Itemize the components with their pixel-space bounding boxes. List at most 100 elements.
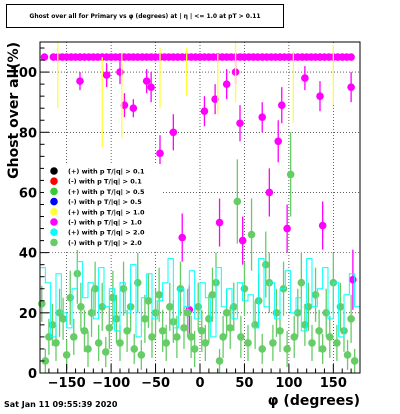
data-point — [215, 357, 224, 365]
data-point — [48, 321, 57, 329]
data-point — [315, 327, 323, 335]
data-point — [272, 309, 281, 317]
data-point — [116, 68, 124, 76]
data-point — [343, 351, 352, 359]
data-point — [142, 77, 151, 85]
data-point — [156, 149, 164, 158]
data-point — [269, 339, 277, 347]
legend-marker — [50, 197, 58, 206]
data-point — [155, 290, 163, 299]
x-tick-label: −50 — [141, 376, 170, 391]
data-point — [318, 221, 327, 230]
x-axis-title: φ (degrees) — [268, 393, 360, 409]
data-point — [69, 333, 78, 341]
data-point — [336, 303, 345, 311]
data-point — [80, 327, 89, 335]
data-point — [215, 218, 224, 227]
y-axis-title: Ghost over all(%) — [6, 42, 22, 179]
data-point — [116, 339, 124, 347]
data-point — [158, 327, 167, 335]
y-tick-label: 0 — [28, 367, 37, 382]
data-point — [173, 333, 181, 341]
y-tick-label: 60 — [19, 186, 37, 201]
legend-label: (-) with p T/|q| > 1.0 — [68, 219, 142, 228]
data-point — [77, 303, 85, 311]
data-point — [301, 74, 309, 82]
data-point — [123, 327, 131, 335]
data-point — [325, 333, 334, 341]
data-point — [94, 339, 103, 347]
data-point — [120, 101, 129, 109]
data-point — [201, 339, 210, 347]
x-tick-label: 150 — [320, 376, 347, 391]
data-point — [205, 315, 213, 323]
data-point — [87, 309, 96, 317]
data-point — [333, 339, 341, 347]
legend-marker — [50, 228, 58, 236]
data-point — [162, 339, 171, 347]
data-point — [84, 345, 92, 353]
data-point — [222, 80, 231, 88]
data-point — [304, 303, 313, 311]
legend-label: (-) with p T/|q| > 2.0 — [68, 239, 142, 248]
data-point — [178, 233, 187, 242]
data-point — [277, 101, 286, 109]
data-point — [226, 324, 235, 332]
legend-box — [44, 164, 162, 250]
legend-label: (+) with p T/|q| > 1.0 — [68, 208, 145, 217]
data-point — [237, 333, 245, 341]
legend-marker — [50, 167, 58, 175]
data-point — [101, 348, 110, 356]
series-histogram-line — [39, 258, 360, 373]
legend-label: (-) with p T/|q| > 0.1 — [68, 178, 142, 187]
data-point — [258, 113, 267, 122]
data-point — [151, 309, 160, 317]
data-point — [165, 303, 174, 311]
data-point — [301, 321, 309, 329]
legend-marker — [50, 208, 58, 216]
legend-marker — [50, 177, 58, 185]
x-tick-label: −150 — [48, 376, 86, 391]
data-point — [316, 92, 324, 100]
legend-marker — [50, 187, 58, 196]
data-point — [41, 357, 50, 365]
data-point — [347, 315, 355, 323]
y-tick-label: 20 — [19, 307, 37, 322]
legend-label: (-) with p T/|q| > 0.5 — [68, 198, 142, 207]
data-point — [144, 296, 153, 305]
x-tick-label: −100 — [92, 376, 130, 391]
data-point — [200, 107, 209, 116]
data-point — [187, 333, 195, 341]
data-point — [238, 236, 247, 245]
data-point — [350, 357, 359, 365]
date-stamp: Sat Jan 11 09:55:39 2020 — [4, 400, 118, 409]
chart-title: Ghost over all for Primary vs φ (degrees… — [29, 12, 261, 20]
data-point — [190, 345, 199, 353]
data-point — [109, 293, 117, 302]
data-point — [286, 170, 295, 179]
data-point — [349, 275, 357, 284]
data-point — [208, 290, 217, 299]
x-tick-label: 50 — [235, 376, 253, 391]
data-point — [59, 315, 67, 323]
data-point — [265, 188, 274, 197]
data-point — [119, 284, 128, 293]
data-point — [91, 284, 99, 293]
y-tick-label: 40 — [19, 247, 37, 262]
data-point — [62, 351, 71, 359]
data-point — [322, 309, 331, 317]
data-point — [283, 345, 291, 353]
data-point — [76, 77, 84, 85]
data-point — [274, 137, 283, 146]
data-point — [347, 83, 355, 91]
data-point — [183, 309, 192, 317]
data-point — [283, 224, 291, 233]
data-point — [229, 303, 238, 311]
data-point — [219, 333, 227, 341]
legend-marker — [50, 238, 58, 247]
data-point — [318, 345, 327, 353]
data-point — [308, 339, 316, 347]
data-point — [233, 197, 242, 206]
data-point — [197, 327, 206, 335]
